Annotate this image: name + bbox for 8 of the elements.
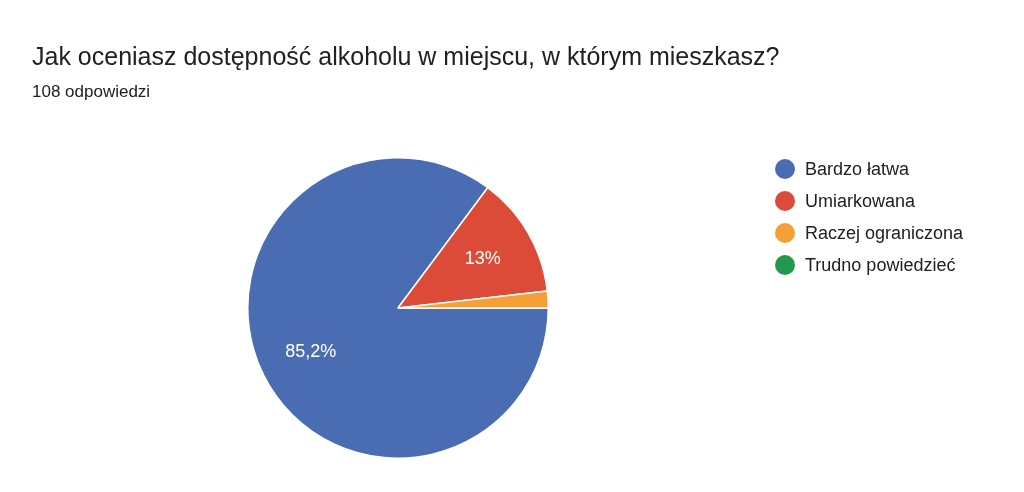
data-label: 13% xyxy=(464,248,501,269)
legend-label: Bardzo łatwa xyxy=(805,158,910,180)
chart-title: Jak oceniasz dostępność alkoholu w miejscu, w którym mieszkasz? xyxy=(32,42,780,71)
data-label: 85,2% xyxy=(285,340,337,361)
legend-label: Raczej ograniczona xyxy=(805,222,964,244)
legend-label: Trudno powiedzieć xyxy=(805,254,956,276)
text: 108 odpowiedzi xyxy=(32,82,151,102)
legend-label: Umiarkowana xyxy=(805,190,916,212)
